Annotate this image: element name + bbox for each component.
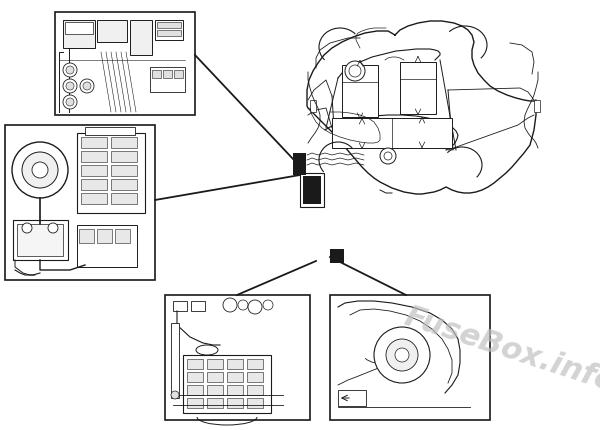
Bar — [152, 70, 161, 78]
Bar — [85, 127, 135, 135]
Bar — [111, 193, 137, 204]
Bar — [111, 151, 137, 162]
Bar — [157, 22, 181, 28]
Bar — [174, 70, 183, 78]
Bar — [65, 22, 93, 34]
Ellipse shape — [63, 79, 77, 93]
Bar — [207, 385, 223, 395]
Ellipse shape — [66, 82, 74, 90]
Bar — [81, 179, 107, 190]
Bar — [330, 249, 344, 263]
Bar — [227, 398, 243, 408]
Ellipse shape — [32, 162, 48, 178]
Ellipse shape — [380, 148, 396, 164]
Bar — [227, 372, 243, 382]
Bar — [13, 220, 68, 260]
Bar — [227, 385, 243, 395]
Ellipse shape — [248, 300, 262, 314]
Bar — [207, 398, 223, 408]
Bar — [187, 385, 203, 395]
Bar — [247, 359, 263, 369]
Bar — [534, 100, 540, 112]
Ellipse shape — [263, 300, 273, 310]
Bar — [155, 20, 183, 40]
Ellipse shape — [349, 65, 361, 77]
Bar — [81, 137, 107, 148]
Ellipse shape — [22, 223, 32, 233]
Bar — [247, 385, 263, 395]
Bar — [55, 12, 195, 115]
Bar — [191, 301, 205, 311]
Ellipse shape — [223, 298, 237, 312]
Bar — [330, 295, 490, 420]
Bar — [207, 359, 223, 369]
Bar — [187, 359, 203, 369]
Ellipse shape — [374, 327, 430, 383]
Ellipse shape — [63, 95, 77, 109]
Ellipse shape — [12, 142, 68, 198]
Bar — [183, 355, 271, 413]
Bar — [332, 118, 452, 148]
Ellipse shape — [384, 152, 392, 160]
Bar — [171, 323, 179, 398]
Bar — [77, 225, 137, 267]
Bar — [163, 70, 172, 78]
Bar — [310, 100, 316, 112]
Bar — [81, 193, 107, 204]
Bar — [17, 224, 63, 256]
Bar — [300, 173, 324, 207]
Text: FuseBox.info: FuseBox.info — [401, 302, 600, 398]
Bar — [115, 229, 130, 243]
Bar — [157, 30, 181, 36]
Bar — [81, 165, 107, 176]
Bar — [303, 176, 321, 204]
Bar — [293, 153, 306, 175]
Ellipse shape — [238, 300, 248, 310]
Bar — [97, 229, 112, 243]
Ellipse shape — [83, 82, 91, 90]
Ellipse shape — [66, 66, 74, 74]
Bar — [111, 137, 137, 148]
Bar — [81, 151, 107, 162]
Bar — [227, 359, 243, 369]
Bar — [111, 165, 137, 176]
Bar — [77, 133, 145, 213]
Bar — [97, 20, 127, 42]
Ellipse shape — [63, 63, 77, 77]
Ellipse shape — [66, 98, 74, 106]
Bar — [247, 372, 263, 382]
Bar — [304, 177, 320, 203]
Ellipse shape — [22, 152, 58, 188]
Bar — [187, 398, 203, 408]
Ellipse shape — [196, 345, 218, 355]
Bar — [165, 295, 310, 420]
Bar — [111, 179, 137, 190]
Bar — [5, 125, 155, 280]
Bar — [150, 67, 185, 92]
Bar — [63, 20, 95, 48]
Bar — [187, 372, 203, 382]
Bar — [338, 390, 366, 406]
Bar — [79, 229, 94, 243]
Bar — [130, 20, 152, 55]
Ellipse shape — [171, 391, 179, 399]
Ellipse shape — [80, 79, 94, 93]
Bar — [294, 154, 306, 174]
Bar — [207, 372, 223, 382]
Ellipse shape — [386, 339, 418, 371]
Ellipse shape — [345, 61, 365, 81]
Bar — [342, 65, 378, 117]
Bar — [173, 301, 187, 311]
Ellipse shape — [395, 348, 409, 362]
Bar — [247, 398, 263, 408]
Ellipse shape — [48, 223, 58, 233]
Bar — [400, 62, 436, 114]
